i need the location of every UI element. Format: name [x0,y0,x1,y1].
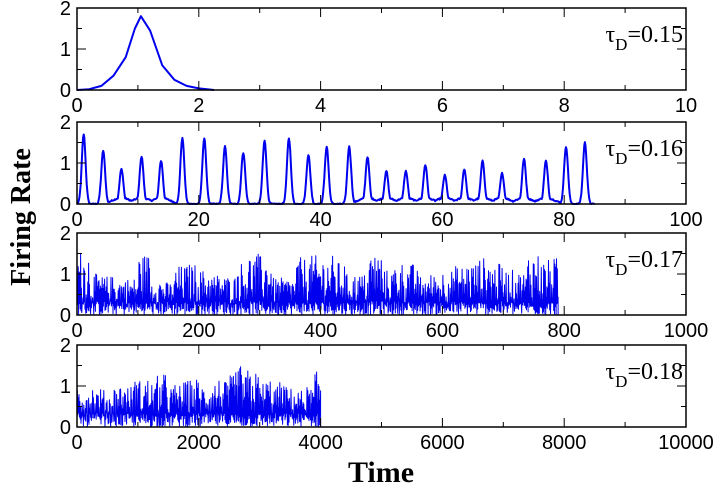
y-tick-label: 1 [60,264,71,286]
panel-1: 0 2 4 6 8 10 0 1 2 τD=0.15 [60,0,697,117]
x-tick-label: 40 [309,209,331,231]
plot-frame [76,7,687,91]
y-tick-label: 2 [60,335,71,357]
tau-symbol: τ [606,22,616,48]
x-tick-label: 800 [548,320,581,342]
x-tick-label: 10 [675,95,697,117]
x-tick-label: 4000 [298,432,343,454]
tau-subscript: D [615,372,627,391]
x-tick-label: 600 [426,320,459,342]
tau-symbol: τ [606,136,616,162]
x-tick-label: 4 [315,95,326,117]
y-tick-label: 2 [60,112,71,134]
tau-annotation: τD=0.15 [606,22,683,54]
x-tick-label: 2 [193,95,204,117]
x-tick-label: 6 [437,95,448,117]
series-line [76,15,215,91]
x-tick-label: 8 [559,95,570,117]
tau-value: =0.16 [627,136,683,162]
tau-subscript: D [615,260,627,279]
x-tick-label: 20 [188,209,210,231]
series-line [76,252,559,316]
panel-4: 0 2000 4000 6000 8000 10000 0 1 2 τD=0.18 [60,335,714,454]
tau-annotation: τD=0.16 [606,136,683,168]
x-tick-label: 0 [71,95,82,117]
tau-symbol: τ [606,359,616,385]
x-tick-label: 200 [182,320,215,342]
panel-2: 0 20 40 60 80 100 0 1 2 τD=0.16 [60,112,703,231]
y-tick-label: 1 [60,376,71,398]
x-tick-label: 80 [553,209,575,231]
tau-value: =0.18 [627,359,683,385]
y-tick-label: 0 [60,417,71,439]
y-tick-label: 0 [60,80,71,102]
series-line [76,366,322,428]
tau-symbol: τ [606,247,616,273]
x-axis-label: Time [348,456,414,489]
x-tick-label: 0 [71,432,82,454]
x-tick-label: 100 [669,209,702,231]
tau-subscript: D [615,149,627,168]
tau-annotation: τD=0.17 [606,247,683,279]
x-tick-label: 0 [71,209,82,231]
series-line [76,133,595,205]
tau-value: =0.17 [627,247,683,273]
tau-value: =0.15 [627,22,683,48]
y-axis-label: Firing Rate [6,148,37,286]
panel-3: 0 200 400 600 800 1000 0 1 2 τD=0.17 [60,223,708,342]
y-tick-label: 0 [60,305,71,327]
x-tick-label: 8000 [542,432,587,454]
x-tick-label: 0 [71,320,82,342]
tau-subscript: D [615,35,627,54]
x-tick-label: 400 [304,320,337,342]
x-tick-label: 1000 [664,320,709,342]
y-tick-label: 1 [60,39,71,61]
x-tick-label: 6000 [420,432,465,454]
plot-frame [76,121,687,205]
x-tick-label: 2000 [177,432,222,454]
y-tick-label: 2 [60,0,71,20]
y-tick-label: 2 [60,223,71,245]
x-tick-label: 60 [431,209,453,231]
y-tick-label: 0 [60,194,71,216]
x-tick-label: 10000 [658,432,714,454]
tau-annotation: τD=0.18 [606,359,683,391]
y-tick-label: 1 [60,153,71,175]
